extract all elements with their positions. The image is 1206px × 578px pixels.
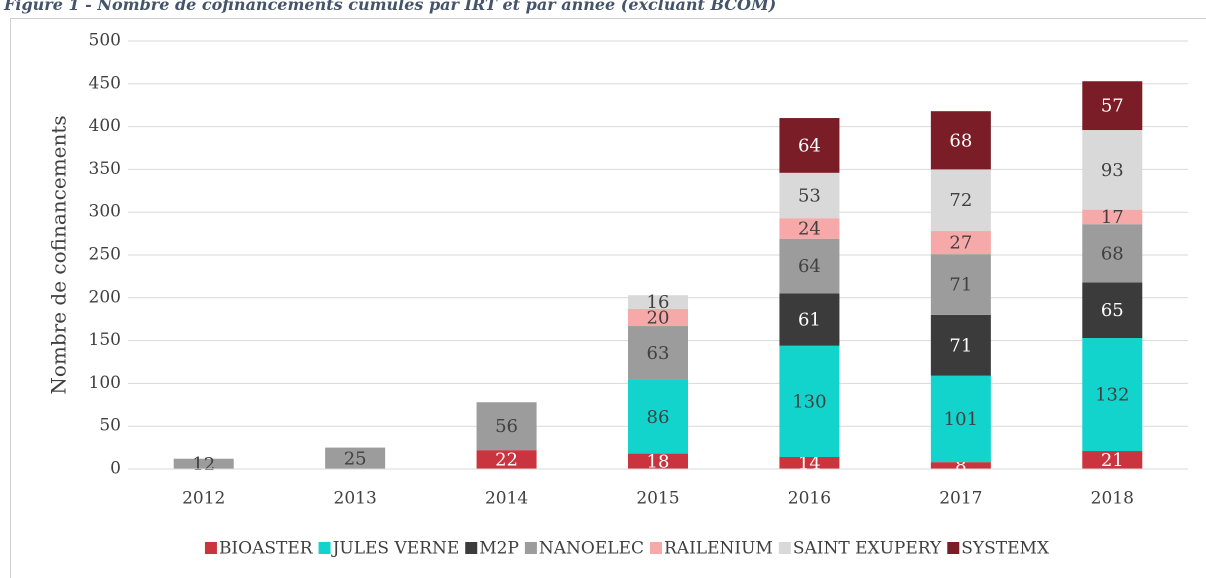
bar-segment xyxy=(779,238,840,294)
y-tick-label: 150 xyxy=(89,330,121,350)
legend-label: M2P xyxy=(479,539,519,559)
data-label: 68 xyxy=(1101,243,1124,264)
data-label: 18 xyxy=(647,451,670,472)
bar-segment xyxy=(628,379,688,454)
data-label: 72 xyxy=(949,190,972,211)
data-label: 64 xyxy=(798,256,821,277)
y-tick-label: 500 xyxy=(89,31,121,51)
y-tick-label: 350 xyxy=(89,159,121,179)
legend-swatch xyxy=(947,542,960,554)
y-tick-label: 200 xyxy=(89,287,121,307)
x-tick-label: 2014 xyxy=(485,489,528,509)
legend-swatch xyxy=(650,542,662,554)
bar-segment xyxy=(173,458,234,469)
data-label: 25 xyxy=(344,448,367,469)
data-label: 71 xyxy=(949,335,972,356)
legend: BIOASTER JULES VERNE M2P NANOELEC RAILENIUM S… xyxy=(204,539,1050,559)
y-axis-label: Nombre de cofinancements xyxy=(47,115,71,394)
y-tick-label: 300 xyxy=(89,202,121,222)
data-label: 56 xyxy=(495,416,518,437)
bar-segment xyxy=(1082,130,1143,210)
data-label: 27 xyxy=(949,233,972,254)
x-tick-label: 2017 xyxy=(939,489,982,509)
bar-segment xyxy=(628,453,688,469)
bar-segment xyxy=(779,293,840,346)
data-label: 53 xyxy=(798,186,821,207)
data-label: 12 xyxy=(192,454,215,475)
legend-swatch xyxy=(318,542,331,554)
bar-segment xyxy=(628,326,688,380)
data-label: 24 xyxy=(798,218,821,239)
data-label: 57 xyxy=(1101,96,1124,117)
data-label: 86 xyxy=(647,407,670,428)
legend-swatch xyxy=(465,542,478,554)
legend-swatch xyxy=(778,542,791,554)
y-tick-label: 0 xyxy=(110,459,121,479)
bar-segment xyxy=(779,218,840,239)
bar-segment xyxy=(476,402,537,451)
legend-label: RAILENIUM xyxy=(664,539,773,559)
legend-label: SYSTEMX xyxy=(961,539,1050,559)
x-tick-label: 2015 xyxy=(636,489,679,509)
y-tick-label: 400 xyxy=(89,116,121,136)
bar-segment xyxy=(1082,81,1143,131)
data-label: 64 xyxy=(798,135,821,156)
data-label: 71 xyxy=(949,275,972,296)
data-label: 8 xyxy=(955,456,966,477)
bar-segment xyxy=(779,345,840,458)
data-label: 21 xyxy=(1101,450,1124,471)
legend-label: BIOASTER xyxy=(219,539,314,559)
chart-title: Figure 1 - Nombre de cofinancements cumu… xyxy=(3,0,776,14)
bar-segment xyxy=(930,111,991,170)
data-label: 68 xyxy=(949,130,972,151)
y-tick-label: 250 xyxy=(89,245,121,265)
bar-segment xyxy=(1082,451,1143,469)
data-label: 16 xyxy=(647,292,670,313)
bar-segment xyxy=(1082,209,1143,225)
legend-label: JULES VERNE xyxy=(331,539,460,559)
y-tick-label: 50 xyxy=(99,416,121,436)
data-label: 61 xyxy=(798,310,821,331)
data-label: 22 xyxy=(495,450,518,471)
bar-segment xyxy=(628,295,688,309)
legend-label: NANOELEC xyxy=(539,539,644,559)
data-label: 93 xyxy=(1101,160,1124,181)
bar-segment xyxy=(779,172,840,219)
data-label: 132 xyxy=(1095,385,1129,406)
x-tick-label: 2012 xyxy=(182,489,225,509)
legend-label: SAINT EXUPERY xyxy=(793,539,942,559)
y-tick-label: 100 xyxy=(89,373,121,393)
bar-segment xyxy=(930,314,991,376)
data-label: 101 xyxy=(944,409,978,430)
bar-segment xyxy=(930,375,991,463)
bar-segment xyxy=(1082,224,1143,283)
legend-swatch xyxy=(524,542,537,554)
bar-segment xyxy=(1082,338,1143,452)
bar-segment xyxy=(930,462,991,469)
bar-segment xyxy=(476,450,537,469)
bar-segment xyxy=(779,457,840,469)
bar-segment xyxy=(930,231,991,255)
y-tick-label: 450 xyxy=(89,73,121,93)
x-tick-label: 2013 xyxy=(334,489,377,509)
data-label: 63 xyxy=(647,343,670,364)
legend-swatch xyxy=(204,542,217,554)
bar-segment xyxy=(930,169,991,232)
x-tick-label: 2016 xyxy=(788,489,831,509)
x-tick-label: 2018 xyxy=(1091,489,1134,509)
data-label: 65 xyxy=(1101,300,1124,321)
data-label: 17 xyxy=(1101,207,1124,228)
bar-segment xyxy=(628,308,688,327)
data-label: 130 xyxy=(792,391,826,412)
bar-segment xyxy=(325,447,386,469)
chart-frame xyxy=(10,18,1206,578)
bar-segment xyxy=(1082,282,1143,339)
bar-segment xyxy=(930,254,991,315)
data-label: 20 xyxy=(647,307,670,328)
bar-segment xyxy=(779,118,840,173)
